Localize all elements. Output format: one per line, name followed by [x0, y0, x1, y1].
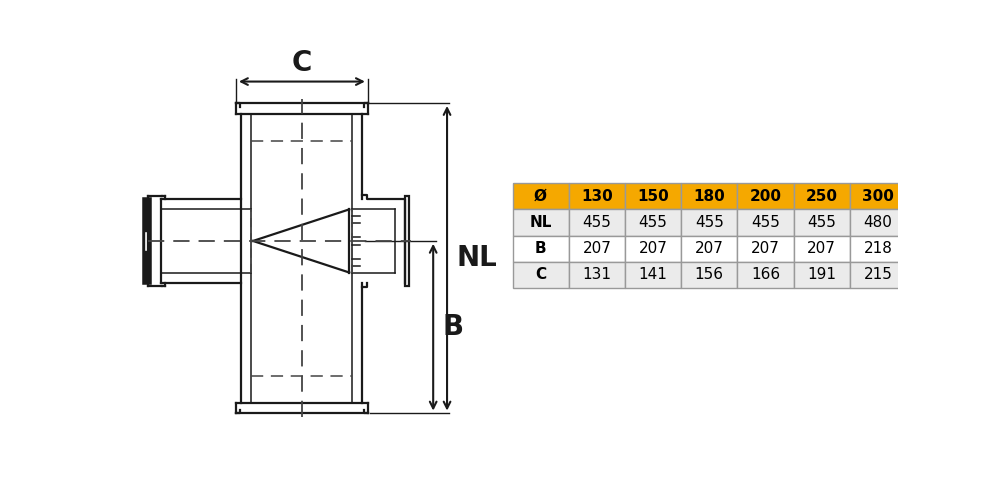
- Bar: [625, 183, 681, 210]
- Bar: [737, 262, 794, 288]
- Bar: [681, 183, 737, 210]
- Text: 218: 218: [863, 241, 892, 256]
- Text: C: C: [292, 49, 312, 77]
- Bar: [512, 210, 569, 236]
- Bar: [850, 210, 906, 236]
- Text: 455: 455: [695, 215, 724, 230]
- Bar: [512, 262, 569, 288]
- Bar: [569, 262, 625, 288]
- Bar: [681, 262, 737, 288]
- Text: 215: 215: [863, 268, 892, 282]
- Text: NL: NL: [456, 244, 497, 272]
- Text: 455: 455: [751, 215, 780, 230]
- Bar: [512, 236, 569, 262]
- Bar: [512, 183, 569, 210]
- Text: 455: 455: [582, 215, 611, 230]
- Bar: [737, 210, 794, 236]
- Bar: [144, 232, 149, 250]
- Bar: [794, 210, 850, 236]
- Bar: [569, 210, 625, 236]
- Text: 207: 207: [695, 241, 724, 256]
- Text: 191: 191: [807, 268, 836, 282]
- Text: 200: 200: [749, 189, 781, 204]
- Text: 150: 150: [637, 189, 669, 204]
- Text: 130: 130: [581, 189, 613, 204]
- Bar: [794, 183, 850, 210]
- Text: NL: NL: [529, 215, 552, 230]
- Text: 141: 141: [639, 268, 667, 282]
- Text: 180: 180: [693, 189, 725, 204]
- Text: Ø: Ø: [534, 189, 547, 204]
- Bar: [625, 210, 681, 236]
- Bar: [794, 262, 850, 288]
- Text: 207: 207: [582, 241, 611, 256]
- Text: B: B: [535, 241, 546, 256]
- Text: 207: 207: [639, 241, 667, 256]
- Text: 455: 455: [639, 215, 667, 230]
- Text: 207: 207: [807, 241, 836, 256]
- Text: B: B: [442, 313, 464, 341]
- Text: 166: 166: [751, 268, 780, 282]
- Bar: [850, 236, 906, 262]
- Bar: [405, 196, 409, 286]
- Bar: [569, 236, 625, 262]
- Bar: [625, 262, 681, 288]
- Bar: [569, 183, 625, 210]
- Text: C: C: [535, 268, 546, 282]
- Bar: [625, 236, 681, 262]
- Text: 131: 131: [582, 268, 611, 282]
- Bar: [850, 183, 906, 210]
- Text: 207: 207: [751, 241, 780, 256]
- Bar: [681, 210, 737, 236]
- Bar: [737, 183, 794, 210]
- Text: 300: 300: [862, 189, 894, 204]
- Bar: [143, 198, 151, 284]
- Text: 480: 480: [863, 215, 892, 230]
- Bar: [850, 262, 906, 288]
- Text: 156: 156: [695, 268, 724, 282]
- Bar: [737, 236, 794, 262]
- Text: 455: 455: [807, 215, 836, 230]
- Text: 250: 250: [806, 189, 838, 204]
- Bar: [794, 236, 850, 262]
- Bar: [681, 236, 737, 262]
